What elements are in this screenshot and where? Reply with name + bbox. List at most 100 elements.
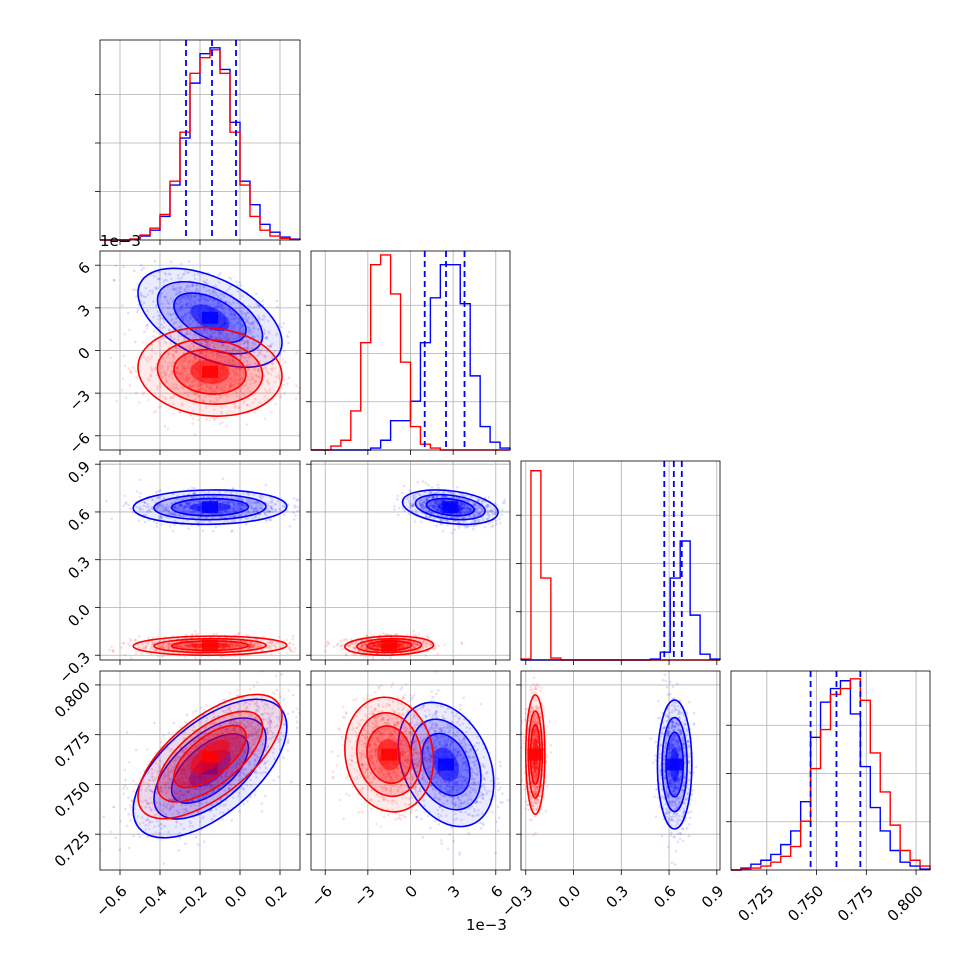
sample-point <box>234 504 237 508</box>
sample-point <box>472 524 476 528</box>
sample-point <box>202 328 206 331</box>
sample-point <box>187 385 191 388</box>
sample-point <box>247 493 251 496</box>
sample-point <box>457 526 461 530</box>
sample-point <box>171 287 174 291</box>
sample-point <box>232 352 236 355</box>
sample-point <box>199 383 203 387</box>
sample-point <box>423 499 426 502</box>
sample-point <box>424 646 428 650</box>
sample-point <box>403 645 406 649</box>
sample-point <box>436 509 439 512</box>
sample-point <box>437 490 441 494</box>
sample-point <box>294 397 298 401</box>
sample-point <box>248 363 252 366</box>
sample-point <box>189 342 193 346</box>
sample-point <box>252 517 256 520</box>
sample-point <box>222 334 225 337</box>
sample-point <box>360 643 364 647</box>
sample-point <box>175 645 179 648</box>
sample-point <box>227 287 231 291</box>
sample-point <box>175 508 179 512</box>
sample-point <box>233 507 236 510</box>
sample-point <box>477 498 480 502</box>
sample-point <box>458 520 461 524</box>
sample-point <box>253 644 257 647</box>
histogram-red-3 <box>731 678 931 871</box>
sample-point <box>223 510 226 513</box>
sample-point <box>161 497 165 501</box>
sample-point <box>236 643 240 647</box>
sample-point <box>229 313 233 316</box>
sample-point <box>481 518 485 522</box>
sample-point <box>245 423 248 426</box>
sample-point <box>177 325 181 329</box>
sample-point <box>248 641 252 645</box>
sample-point <box>250 375 253 379</box>
sample-point <box>264 399 267 403</box>
sample-point <box>173 523 176 526</box>
sample-point <box>171 353 175 356</box>
sample-point <box>176 347 180 350</box>
sample-point <box>233 324 236 328</box>
sample-point <box>240 376 244 380</box>
sample-point <box>261 299 265 302</box>
sample-point <box>441 499 445 502</box>
sample-point <box>158 314 162 318</box>
sample-point <box>214 336 218 340</box>
sample-point <box>225 289 229 293</box>
sample-point <box>427 492 430 496</box>
sample-point <box>229 324 233 328</box>
sample-point <box>195 314 198 318</box>
sample-point <box>193 299 197 303</box>
sample-point <box>430 511 434 515</box>
sample-point <box>192 333 196 336</box>
sample-point <box>243 373 246 376</box>
sample-point <box>212 335 216 339</box>
sample-point <box>198 389 201 392</box>
sample-point <box>248 644 252 648</box>
sample-point <box>217 382 221 386</box>
sample-point <box>240 325 243 328</box>
sample-point <box>229 363 232 366</box>
sample-point <box>159 317 163 320</box>
sample-point <box>231 313 234 317</box>
sample-point <box>233 315 237 319</box>
sample-point <box>129 370 133 374</box>
sample-point <box>486 505 490 508</box>
sample-point <box>151 291 154 295</box>
sample-point <box>314 641 317 644</box>
sample-point <box>436 499 439 502</box>
sample-point <box>292 496 296 500</box>
sample-point <box>187 643 190 647</box>
sample-point <box>486 503 489 507</box>
sample-point <box>197 384 200 388</box>
sample-point <box>503 498 506 502</box>
sample-point <box>145 505 148 509</box>
sample-point <box>195 392 198 395</box>
sample-point <box>161 364 165 368</box>
sample-point <box>173 337 176 341</box>
sample-point <box>213 331 217 334</box>
sample-point <box>178 298 182 302</box>
sample-point <box>488 514 491 517</box>
sample-point <box>226 346 230 350</box>
sample-point <box>215 632 218 635</box>
sample-point <box>463 516 466 520</box>
sample-point <box>159 514 163 518</box>
sample-point <box>434 500 437 503</box>
sample-point <box>180 305 184 309</box>
sample-point <box>186 302 190 306</box>
sample-point <box>171 318 174 321</box>
sample-point <box>247 329 251 333</box>
sample-point <box>215 385 219 388</box>
sample-point <box>425 498 429 501</box>
sample-point <box>429 511 433 515</box>
sample-point <box>216 385 219 389</box>
sample-point <box>209 394 213 397</box>
sample-point <box>192 355 196 359</box>
sample-point <box>197 358 201 362</box>
sample-point <box>362 646 366 650</box>
sample-point <box>256 502 259 505</box>
sample-point <box>435 495 439 499</box>
